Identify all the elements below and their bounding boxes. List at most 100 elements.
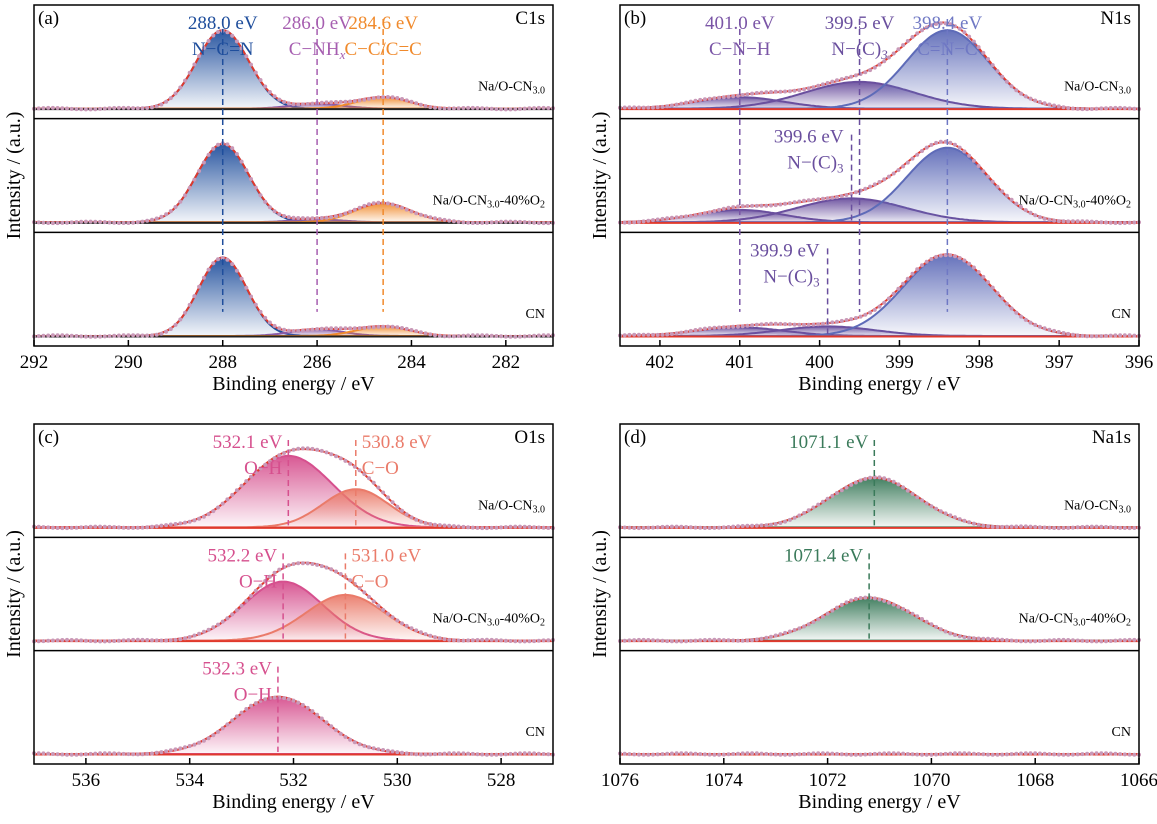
- x-tick-label: 284: [397, 352, 426, 373]
- raw-point: [334, 728, 338, 733]
- raw-data-points: [32, 695, 555, 757]
- raw-point: [187, 519, 192, 524]
- raw-point: [934, 624, 939, 629]
- raw-point: [263, 315, 268, 320]
- raw-point: [769, 321, 773, 326]
- peak-energy-label: 399.5 eV: [825, 13, 895, 34]
- element-label: O1s: [514, 427, 545, 448]
- raw-point: [792, 752, 797, 757]
- raw-point: [863, 476, 868, 481]
- raw-point: [98, 106, 103, 111]
- raw-point: [442, 751, 447, 756]
- raw-point: [343, 734, 348, 739]
- raw-point: [1132, 526, 1137, 530]
- raw-point: [981, 50, 986, 55]
- raw-point: [249, 62, 253, 67]
- raw-point: [731, 324, 736, 329]
- raw-point: [367, 96, 371, 101]
- raw-point: [882, 476, 887, 481]
- raw-point: [825, 81, 830, 85]
- raw-point: [178, 317, 183, 322]
- raw-point: [943, 139, 948, 144]
- raw-point: [702, 211, 707, 216]
- raw-point: [197, 54, 202, 58]
- raw-point: [376, 200, 381, 205]
- raw-point: [655, 217, 660, 222]
- raw-point: [674, 102, 679, 107]
- raw-point: [390, 749, 395, 754]
- raw-data-points: [618, 253, 1141, 339]
- raw-point: [679, 101, 684, 106]
- raw-point: [924, 619, 929, 624]
- raw-point: [698, 97, 703, 102]
- raw-point: [135, 752, 140, 757]
- raw-point: [1047, 525, 1052, 530]
- raw-point: [825, 496, 830, 501]
- x-tick-label: 1066: [1120, 770, 1157, 791]
- x-axis-label: Binding energy / eV: [798, 791, 961, 813]
- raw-point: [475, 221, 480, 225]
- raw-point: [546, 106, 551, 110]
- raw-point: [641, 752, 646, 757]
- raw-point: [1061, 526, 1066, 530]
- raw-point: [1089, 751, 1094, 756]
- raw-point: [910, 611, 915, 616]
- raw-point: [787, 201, 792, 206]
- raw-point: [390, 324, 395, 329]
- raw-point: [1085, 107, 1090, 112]
- raw-point: [957, 145, 962, 150]
- raw-point: [938, 752, 943, 757]
- raw-point: [428, 633, 433, 638]
- raw-point: [83, 334, 88, 339]
- raw-point: [920, 752, 924, 757]
- raw-point: [1085, 219, 1090, 224]
- raw-point: [920, 149, 924, 153]
- raw-point: [376, 95, 381, 100]
- raw-point: [754, 751, 759, 756]
- raw-point: [995, 184, 1000, 189]
- sample-label: CN: [1112, 725, 1131, 740]
- raw-point: [669, 751, 674, 756]
- raw-point: [131, 106, 136, 111]
- raw-point: [371, 599, 376, 604]
- raw-point: [872, 596, 877, 601]
- raw-point: [1118, 638, 1123, 643]
- raw-point: [414, 211, 419, 216]
- raw-point: [522, 639, 527, 644]
- raw-point: [726, 94, 731, 99]
- raw-point: [773, 522, 778, 526]
- raw-point: [877, 62, 882, 67]
- raw-point: [858, 596, 863, 600]
- raw-point: [324, 565, 329, 570]
- raw-point: [168, 638, 173, 643]
- raw-point: [36, 524, 41, 529]
- raw-point: [971, 751, 976, 756]
- raw-point: [112, 525, 117, 530]
- peak-energy-label: 532.2 eV: [207, 545, 277, 566]
- raw-point: [239, 276, 244, 281]
- raw-point: [395, 618, 400, 623]
- raw-point: [915, 614, 920, 619]
- raw-point: [990, 524, 995, 529]
- raw-point: [508, 639, 513, 643]
- component-peak: [34, 256, 553, 337]
- raw-point: [797, 88, 802, 93]
- raw-point: [253, 302, 258, 307]
- raw-point: [693, 328, 698, 332]
- raw-point: [447, 637, 452, 642]
- x-tick-label: 396: [1125, 352, 1154, 373]
- raw-point: [527, 220, 532, 225]
- raw-point: [206, 152, 211, 157]
- raw-point: [948, 751, 953, 756]
- raw-point: [863, 752, 868, 757]
- raw-point: [98, 639, 103, 644]
- raw-point: [830, 493, 835, 498]
- raw-point: [1023, 524, 1028, 529]
- raw-point: [797, 322, 802, 327]
- raw-point: [783, 201, 788, 206]
- raw-point: [65, 752, 69, 757]
- raw-point: [839, 318, 844, 323]
- raw-point: [905, 488, 910, 493]
- raw-point: [513, 639, 518, 644]
- raw-point: [36, 106, 41, 111]
